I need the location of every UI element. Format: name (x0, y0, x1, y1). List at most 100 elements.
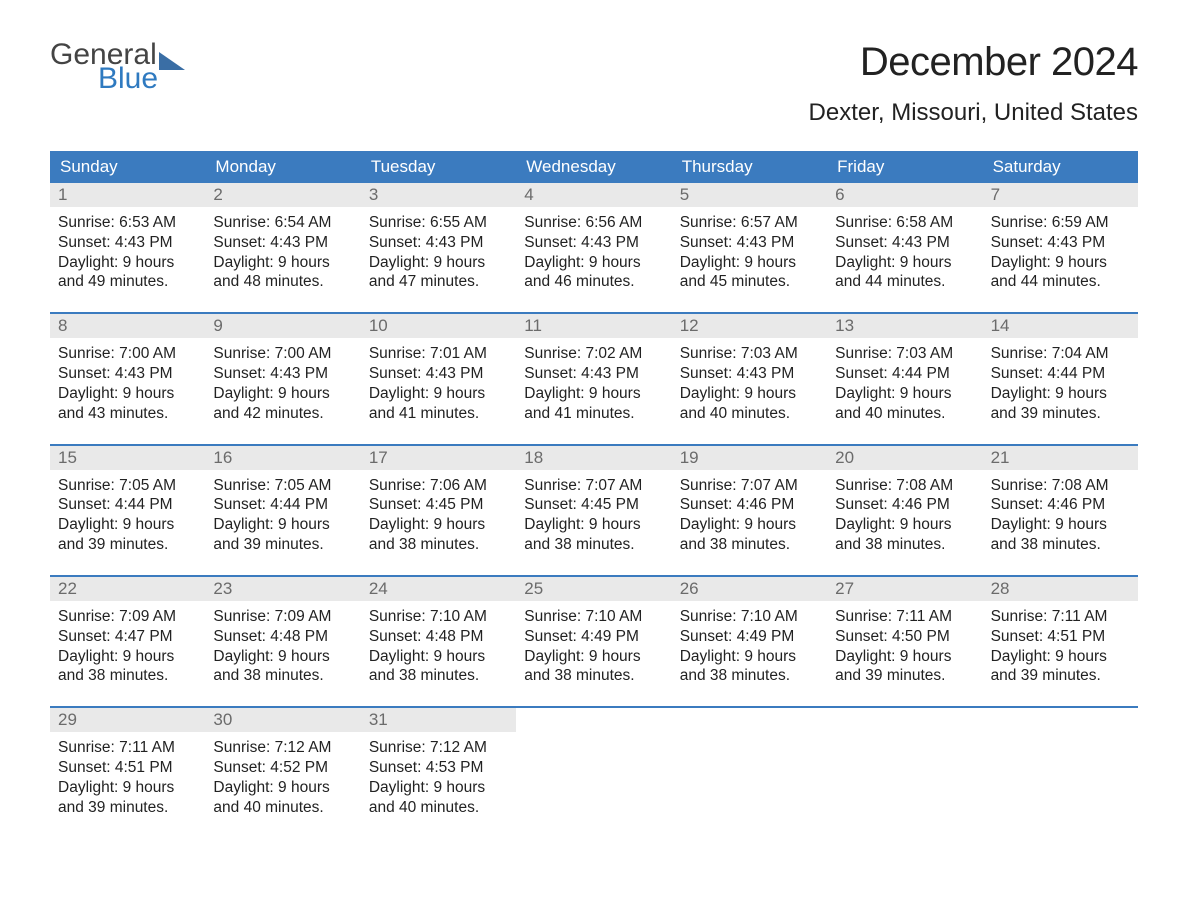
title-block: December 2024 Dexter, Missouri, United S… (809, 40, 1138, 127)
day-body: Sunrise: 7:00 AMSunset: 4:43 PMDaylight:… (50, 338, 205, 423)
sunset-line: Sunset: 4:46 PM (680, 495, 819, 515)
day-cell: 15Sunrise: 7:05 AMSunset: 4:44 PMDayligh… (50, 446, 205, 555)
sunrise-line: Sunrise: 7:12 AM (369, 738, 508, 758)
day-cell: 31 Sunrise: 7:12 AMSunset: 4:53 PMDayligh… (361, 708, 516, 817)
day-cell: 22Sunrise: 7:09 AMSunset: 4:47 PMDayligh… (50, 577, 205, 686)
sunset-line: Sunset: 4:43 PM (524, 233, 663, 253)
sunrise-line: Sunrise: 7:11 AM (835, 607, 974, 627)
sunrise-line: Sunrise: 7:10 AM (680, 607, 819, 627)
daylight-line: Daylight: 9 hours and 43 minutes. (58, 384, 197, 424)
day-cell: 28 Sunrise: 7:11 AMSunset: 4:51 PMDayligh… (983, 577, 1138, 686)
dayhead-wednesday: Wednesday (516, 151, 671, 183)
daylight-line: Daylight: 9 hours and 48 minutes. (213, 253, 352, 293)
sunset-line: Sunset: 4:45 PM (524, 495, 663, 515)
day-cell: 11Sunrise: 7:02 AMSunset: 4:43 PMDayligh… (516, 314, 671, 423)
sunrise-line: Sunrise: 7:09 AM (58, 607, 197, 627)
day-cell: 24Sunrise: 7:10 AMSunset: 4:48 PMDayligh… (361, 577, 516, 686)
day-body: Sunrise: 7:05 AMSunset: 4:44 PMDaylight:… (205, 470, 360, 555)
daynum-bar: 15 (50, 446, 205, 470)
sunrise-line: Sunrise: 7:07 AM (680, 476, 819, 496)
daylight-line: Daylight: 9 hours and 44 minutes. (991, 253, 1130, 293)
day-number: 29 (58, 710, 77, 729)
day-cell: 9Sunrise: 7:00 AMSunset: 4:43 PMDaylight… (205, 314, 360, 423)
daynum-bar: 24 (361, 577, 516, 601)
day-number: 1 (58, 185, 67, 204)
day-body: Sunrise: 6:53 AMSunset: 4:43 PMDaylight:… (50, 207, 205, 292)
daynum-bar: 3 (361, 183, 516, 207)
daynum-bar: 7 (983, 183, 1138, 207)
sunrise-line: Sunrise: 6:57 AM (680, 213, 819, 233)
day-number: 15 (58, 448, 77, 467)
day-body: Sunrise: 6:59 AMSunset: 4:43 PMDaylight:… (983, 207, 1138, 292)
sunrise-line: Sunrise: 7:11 AM (991, 607, 1130, 627)
day-cell: 30Sunrise: 7:12 AMSunset: 4:52 PMDayligh… (205, 708, 360, 817)
daynum-bar: 13 (827, 314, 982, 338)
day-cell: 16 Sunrise: 7:05 AMSunset: 4:44 PMDayligh… (205, 446, 360, 555)
sunrise-line: Sunrise: 7:03 AM (680, 344, 819, 364)
daynum-bar: 23 (205, 577, 360, 601)
daynum-bar: 6 (827, 183, 982, 207)
daynum-bar: 22 (50, 577, 205, 601)
daynum-bar: 14 (983, 314, 1138, 338)
sunset-line: Sunset: 4:43 PM (369, 364, 508, 384)
day-number: 11 (524, 316, 542, 335)
daylight-line: Daylight: 9 hours and 40 minutes. (835, 384, 974, 424)
day-number: 19 (680, 448, 699, 467)
day-cell: 25Sunrise: 7:10 AMSunset: 4:49 PMDayligh… (516, 577, 671, 686)
daylight-line: Daylight: 9 hours and 39 minutes. (58, 778, 197, 818)
calendar-grid: SundayMondayTuesdayWednesdayThursdayFrid… (50, 151, 1138, 818)
daylight-line: Daylight: 9 hours and 38 minutes. (369, 647, 508, 687)
daylight-line: Daylight: 9 hours and 46 minutes. (524, 253, 663, 293)
sunrise-line: Sunrise: 7:04 AM (991, 344, 1130, 364)
day-body: Sunrise: 7:09 AMSunset: 4:47 PMDaylight:… (50, 601, 205, 686)
sunset-line: Sunset: 4:43 PM (58, 233, 197, 253)
daynum-bar: 29 (50, 708, 205, 732)
daylight-line: Daylight: 9 hours and 38 minutes. (835, 515, 974, 555)
daylight-line: Daylight: 9 hours and 38 minutes. (213, 647, 352, 687)
sunset-line: Sunset: 4:44 PM (213, 495, 352, 515)
daylight-line: Daylight: 9 hours and 47 minutes. (369, 253, 508, 293)
sunset-line: Sunset: 4:52 PM (213, 758, 352, 778)
day-number: 31 (369, 710, 388, 729)
day-body: Sunrise: 7:07 AMSunset: 4:45 PMDaylight:… (516, 470, 671, 555)
day-number: 30 (213, 710, 232, 729)
sunset-line: Sunset: 4:43 PM (835, 233, 974, 253)
day-body: Sunrise: 6:58 AMSunset: 4:43 PMDaylight:… (827, 207, 982, 292)
day-number: 28 (991, 579, 1010, 598)
daylight-line: Daylight: 9 hours and 40 minutes. (680, 384, 819, 424)
page-title: December 2024 (809, 40, 1138, 85)
daynum-bar: 16 (205, 446, 360, 470)
day-cell: 1 Sunrise: 6:53 AMSunset: 4:43 PMDaylight… (50, 183, 205, 292)
day-body: Sunrise: 7:11 AMSunset: 4:51 PMDaylight:… (50, 732, 205, 817)
day-number: 10 (369, 316, 388, 335)
daynum-bar: 25 (516, 577, 671, 601)
daylight-line: Daylight: 9 hours and 39 minutes. (835, 647, 974, 687)
sunset-line: Sunset: 4:44 PM (991, 364, 1130, 384)
day-body: Sunrise: 7:03 AMSunset: 4:44 PMDaylight:… (827, 338, 982, 423)
day-body: Sunrise: 7:11 AMSunset: 4:51 PMDaylight:… (983, 601, 1138, 686)
day-number: 14 (991, 316, 1010, 335)
day-cell: 27Sunrise: 7:11 AMSunset: 4:50 PMDayligh… (827, 577, 982, 686)
day-cell: 2Sunrise: 6:54 AMSunset: 4:43 PMDaylight… (205, 183, 360, 292)
daylight-line: Daylight: 9 hours and 45 minutes. (680, 253, 819, 293)
sunset-line: Sunset: 4:43 PM (369, 233, 508, 253)
sunset-line: Sunset: 4:44 PM (835, 364, 974, 384)
daynum-bar: 31 (361, 708, 516, 732)
day-cell: 3Sunrise: 6:55 AMSunset: 4:43 PMDaylight… (361, 183, 516, 292)
sunset-line: Sunset: 4:43 PM (524, 364, 663, 384)
day-number: 25 (524, 579, 543, 598)
day-cell: 14Sunrise: 7:04 AMSunset: 4:44 PMDayligh… (983, 314, 1138, 423)
daylight-line: Daylight: 9 hours and 40 minutes. (369, 778, 508, 818)
sunset-line: Sunset: 4:53 PM (369, 758, 508, 778)
day-body: Sunrise: 7:07 AMSunset: 4:46 PMDaylight:… (672, 470, 827, 555)
sunrise-line: Sunrise: 7:00 AM (213, 344, 352, 364)
sunset-line: Sunset: 4:47 PM (58, 627, 197, 647)
day-number: 16 (213, 448, 232, 467)
sunset-line: Sunset: 4:48 PM (369, 627, 508, 647)
day-number: 13 (835, 316, 854, 335)
day-cell: 12Sunrise: 7:03 AMSunset: 4:43 PMDayligh… (672, 314, 827, 423)
sunrise-line: Sunrise: 7:00 AM (58, 344, 197, 364)
daylight-line: Daylight: 9 hours and 38 minutes. (524, 647, 663, 687)
sunset-line: Sunset: 4:48 PM (213, 627, 352, 647)
day-number: 3 (369, 185, 378, 204)
